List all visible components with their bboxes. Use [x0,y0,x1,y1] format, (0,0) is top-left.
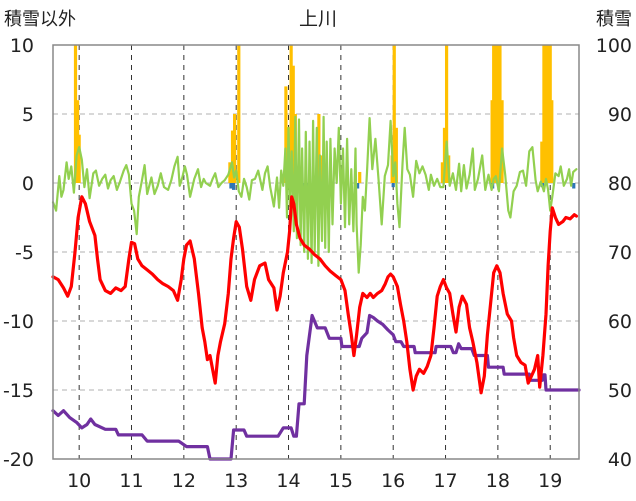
snowfall-bar [498,45,502,183]
y-left-tick-label: -5 [15,242,34,264]
snowfall-bar [492,45,496,183]
x-tick-label: 15 [329,470,353,492]
snowfall-bar [542,45,546,183]
right-axis-title: 積雪 [596,9,632,30]
snowfall-bar [546,45,550,183]
x-tick-label: 16 [381,470,405,492]
precip-bar [229,183,233,189]
snowfall-bar [440,162,444,183]
y-right-tick-label: 70 [608,242,632,264]
y-left-tick-label: 5 [22,104,34,126]
snowfall-bar [237,45,241,183]
y-right-tick-label: 60 [608,311,632,333]
left-axis-title: 積雪以外 [4,9,76,30]
snowfall-bar [317,114,321,183]
snowfall-bar [289,45,293,183]
chart-title: 上川 [299,8,337,30]
y-left-tick-label: -10 [3,311,34,333]
y-left-tick-label: -15 [3,380,34,402]
y-left-tick-label: -20 [3,449,34,471]
x-tick-label: 17 [433,470,457,492]
snowfall-bar [392,45,396,183]
precip-bar [572,183,576,189]
line-series [51,115,581,461]
precip-bar [356,183,360,189]
x-tick-label: 12 [172,470,196,492]
snowfall-bar [496,45,500,183]
y-right-tick-label: 50 [608,380,632,402]
y-right-tick-label: 80 [608,173,632,195]
y-left-tick-label: 10 [10,35,34,57]
x-tick-label: 10 [67,470,91,492]
temperature-line [51,195,578,395]
snowfall-bar [230,130,235,183]
y-right-tick-label: 90 [608,104,632,126]
snowfall-bar [291,65,295,183]
y-right-tick-label: 40 [608,449,632,471]
snowfall-bar [77,134,81,183]
x-tick-label: 11 [119,470,143,492]
snowfall-bar [494,45,498,183]
y-right-tick-label: 100 [596,35,632,57]
sunshine-line [51,115,578,274]
snowfall-bar [540,141,544,183]
snowfall-bar [442,127,447,183]
precip-bar [391,183,395,188]
snowfall-bar [73,45,78,183]
snowfall-bar [444,45,449,183]
plot-area-border [52,44,580,460]
x-tick-label: 18 [486,470,510,492]
precip-bar [231,183,236,190]
x-tick-label: 19 [538,470,562,492]
snowfall-bar [550,100,554,183]
snow_depth-line [51,313,581,461]
x-tick-label: 14 [276,470,300,492]
y-left-tick-label: 0 [22,173,34,195]
snowfall-bar [233,114,237,183]
snowfall-bar [544,45,548,183]
snowfall-bar [394,127,398,183]
snowfall-bar [284,86,288,183]
snowfall-bar [358,171,362,183]
snowfall-bar [500,100,504,183]
x-tick-label: 13 [224,470,248,492]
